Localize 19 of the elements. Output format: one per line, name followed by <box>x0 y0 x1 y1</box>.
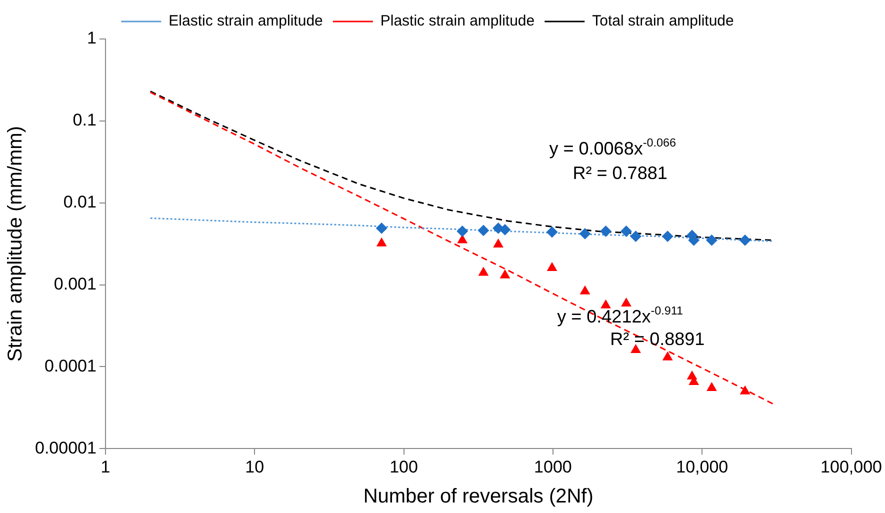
legend-label: Elastic strain amplitude <box>168 12 323 30</box>
y-tick-label: 0.01 <box>63 192 96 212</box>
y-tick-label: 0.1 <box>72 110 96 130</box>
y-tick-label: 0.00001 <box>35 438 96 458</box>
x-tick-label: 1000 <box>534 457 572 476</box>
x-axis-title: Number of reversals (2Nf) <box>363 486 594 508</box>
y-axis-title: Strain amplitude (mm/mm) <box>4 126 27 362</box>
annotation: R² = 0.7881 <box>572 163 668 184</box>
x-tick-label: 10,000 <box>676 457 728 476</box>
legend-label: Total strain amplitude <box>592 12 734 30</box>
y-tick-label: 0.001 <box>54 274 96 294</box>
x-tick-label: 1 <box>100 457 110 476</box>
y-tick-label: 1 <box>86 28 96 48</box>
x-tick-label: 100 <box>390 457 418 476</box>
x-tick-label: 100,000 <box>820 457 882 476</box>
legend-label: Plastic strain amplitude <box>380 12 535 30</box>
x-tick-label: 10 <box>245 457 264 476</box>
y-tick-label: 0.0001 <box>44 356 96 376</box>
annotation: R² = 0.8891 <box>610 329 705 350</box>
